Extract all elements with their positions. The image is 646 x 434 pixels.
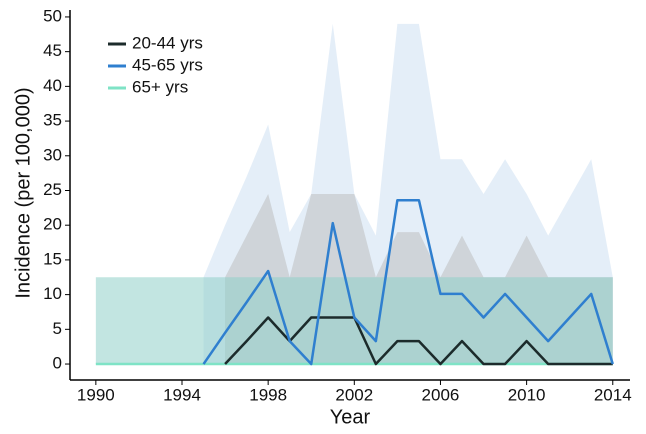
y-tick-label: 0	[53, 354, 62, 373]
legend-label: 45-65 yrs	[132, 55, 203, 74]
confidence-band	[95, 277, 613, 365]
x-tick-label: 1998	[249, 385, 287, 404]
x-tick-label: 1990	[77, 385, 115, 404]
x-tick-label: 1994	[163, 385, 201, 404]
y-tick-label: 50	[43, 6, 62, 25]
y-tick-label: 45	[43, 41, 62, 60]
legend-label: 20-44 yrs	[132, 33, 203, 52]
y-tick-label: 10	[43, 284, 62, 303]
x-tick-label: 2014	[594, 385, 632, 404]
y-tick-label: 20	[43, 215, 62, 234]
y-tick-label: 15	[43, 249, 62, 268]
y-tick-label: 30	[43, 145, 62, 164]
y-tick-label: 5	[53, 319, 62, 338]
line	[202, 198, 614, 366]
x-axis-label: Year	[330, 406, 371, 428]
legend-label: 65+ yrs	[132, 77, 188, 96]
x-tick-label: 2006	[422, 385, 460, 404]
x-tick-label: 2002	[335, 385, 373, 404]
y-axis-label: Incidence (per 100,000)	[12, 87, 34, 298]
x-tick-label: 2010	[508, 385, 546, 404]
y-tick-label: 40	[43, 76, 62, 95]
y-tick-label: 25	[43, 180, 62, 199]
y-tick-label: 35	[43, 111, 62, 130]
